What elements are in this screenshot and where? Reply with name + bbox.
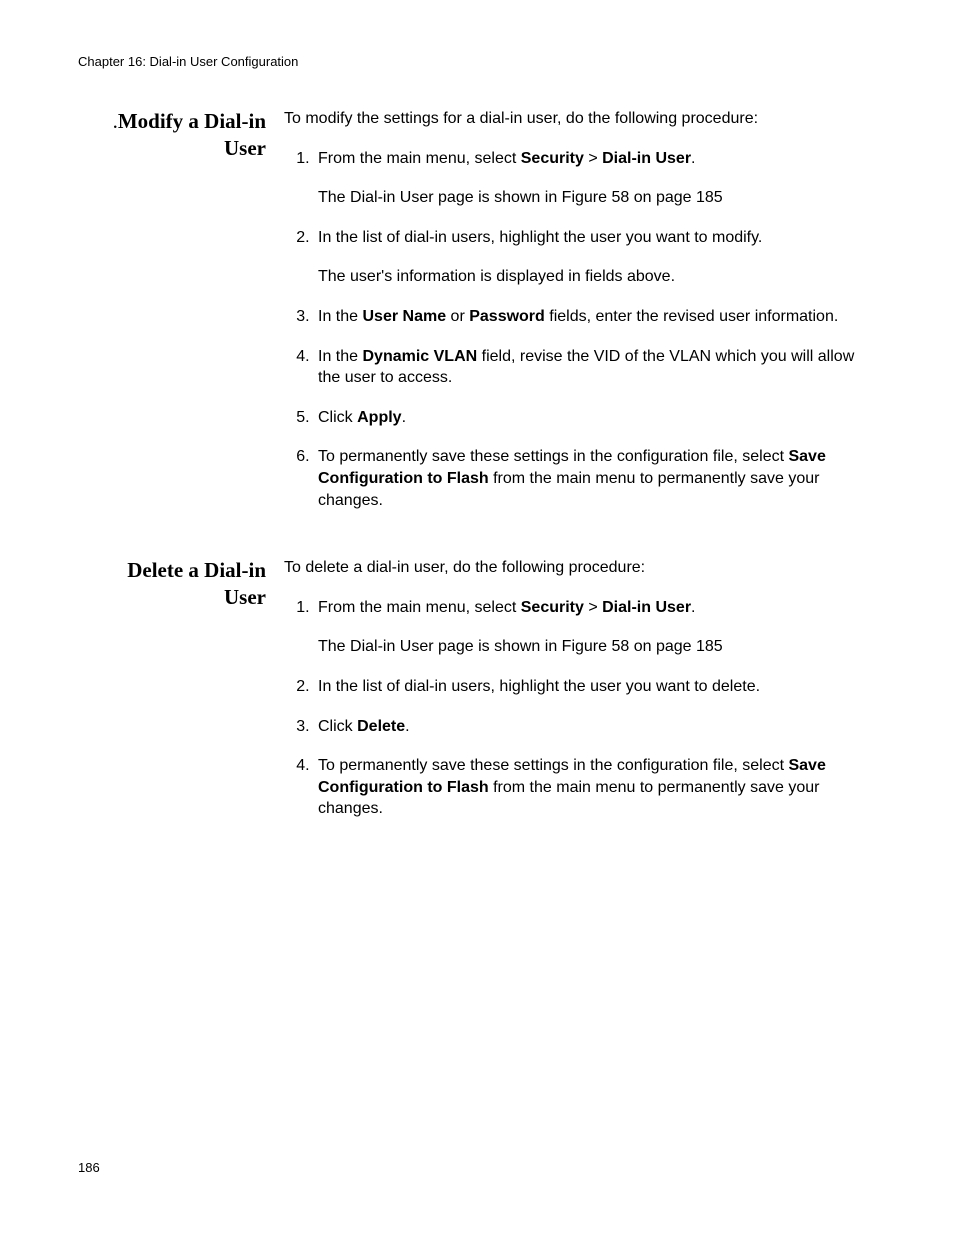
step-subtext: The user's information is displayed in f…	[318, 266, 876, 288]
bold-text: Password	[469, 308, 545, 325]
bold-text: User Name	[362, 308, 446, 325]
heading-column: Delete a Dial-in User	[78, 557, 284, 838]
step-text: .	[405, 718, 409, 735]
chapter-header: Chapter 16: Dial-in User Configuration	[78, 54, 298, 69]
step-item: In the list of dial-in users, highlight …	[314, 227, 876, 288]
bold-text: Dial-in User	[602, 150, 691, 167]
step-item: From the main menu, select Security > Di…	[314, 148, 876, 209]
step-text: From the main menu, select	[318, 599, 521, 616]
step-text: To permanently save these settings in th…	[318, 448, 788, 465]
bold-text: Delete	[357, 718, 405, 735]
page-content: .Modify a Dial-in User To modify the set…	[78, 108, 876, 866]
step-item: Click Delete.	[314, 716, 876, 738]
step-text: From the main menu, select	[318, 150, 521, 167]
step-text: >	[584, 599, 602, 616]
bold-text: Security	[521, 150, 584, 167]
step-item: To permanently save these settings in th…	[314, 446, 876, 511]
section-heading-line1: Modify a Dial-in	[118, 109, 266, 133]
body-column: To delete a dial-in user, do the followi…	[284, 557, 876, 838]
step-text: or	[446, 308, 469, 325]
bold-text: Dial-in User	[602, 599, 691, 616]
section-delete: Delete a Dial-in User To delete a dial-i…	[78, 557, 876, 838]
step-text: >	[584, 150, 602, 167]
step-text: .	[691, 150, 695, 167]
step-text: In the	[318, 308, 362, 325]
bold-text: Apply	[357, 409, 401, 426]
section-heading-line2: User	[224, 136, 266, 160]
intro-text: To delete a dial-in user, do the followi…	[284, 557, 876, 579]
step-text: Click	[318, 718, 357, 735]
step-text: In the	[318, 348, 362, 365]
page-number: 186	[78, 1160, 100, 1175]
step-text: .	[402, 409, 406, 426]
step-text: .	[691, 599, 695, 616]
step-text: Click	[318, 409, 357, 426]
section-modify: .Modify a Dial-in User To modify the set…	[78, 108, 876, 529]
section-heading-line1: Delete a Dial-in	[127, 558, 266, 582]
step-text: To permanently save these settings in th…	[318, 757, 788, 774]
heading-column: .Modify a Dial-in User	[78, 108, 284, 529]
step-text: fields, enter the revised user informati…	[545, 308, 838, 325]
bold-text: Security	[521, 599, 584, 616]
step-subtext: The Dial-in User page is shown in Figure…	[318, 636, 876, 658]
section-heading-line2: User	[224, 585, 266, 609]
steps-list: From the main menu, select Security > Di…	[284, 597, 876, 820]
step-item: From the main menu, select Security > Di…	[314, 597, 876, 658]
step-text: In the list of dial-in users, highlight …	[318, 678, 760, 695]
body-column: To modify the settings for a dial-in use…	[284, 108, 876, 529]
step-subtext: The Dial-in User page is shown in Figure…	[318, 187, 876, 209]
bold-text: Dynamic VLAN	[362, 348, 477, 365]
step-item: Click Apply.	[314, 407, 876, 429]
step-item: In the Dynamic VLAN field, revise the VI…	[314, 346, 876, 389]
step-item: In the list of dial-in users, highlight …	[314, 676, 876, 698]
step-text: In the list of dial-in users, highlight …	[318, 229, 762, 246]
steps-list: From the main menu, select Security > Di…	[284, 148, 876, 512]
step-item: To permanently save these settings in th…	[314, 755, 876, 820]
intro-text: To modify the settings for a dial-in use…	[284, 108, 876, 130]
step-item: In the User Name or Password fields, ent…	[314, 306, 876, 328]
